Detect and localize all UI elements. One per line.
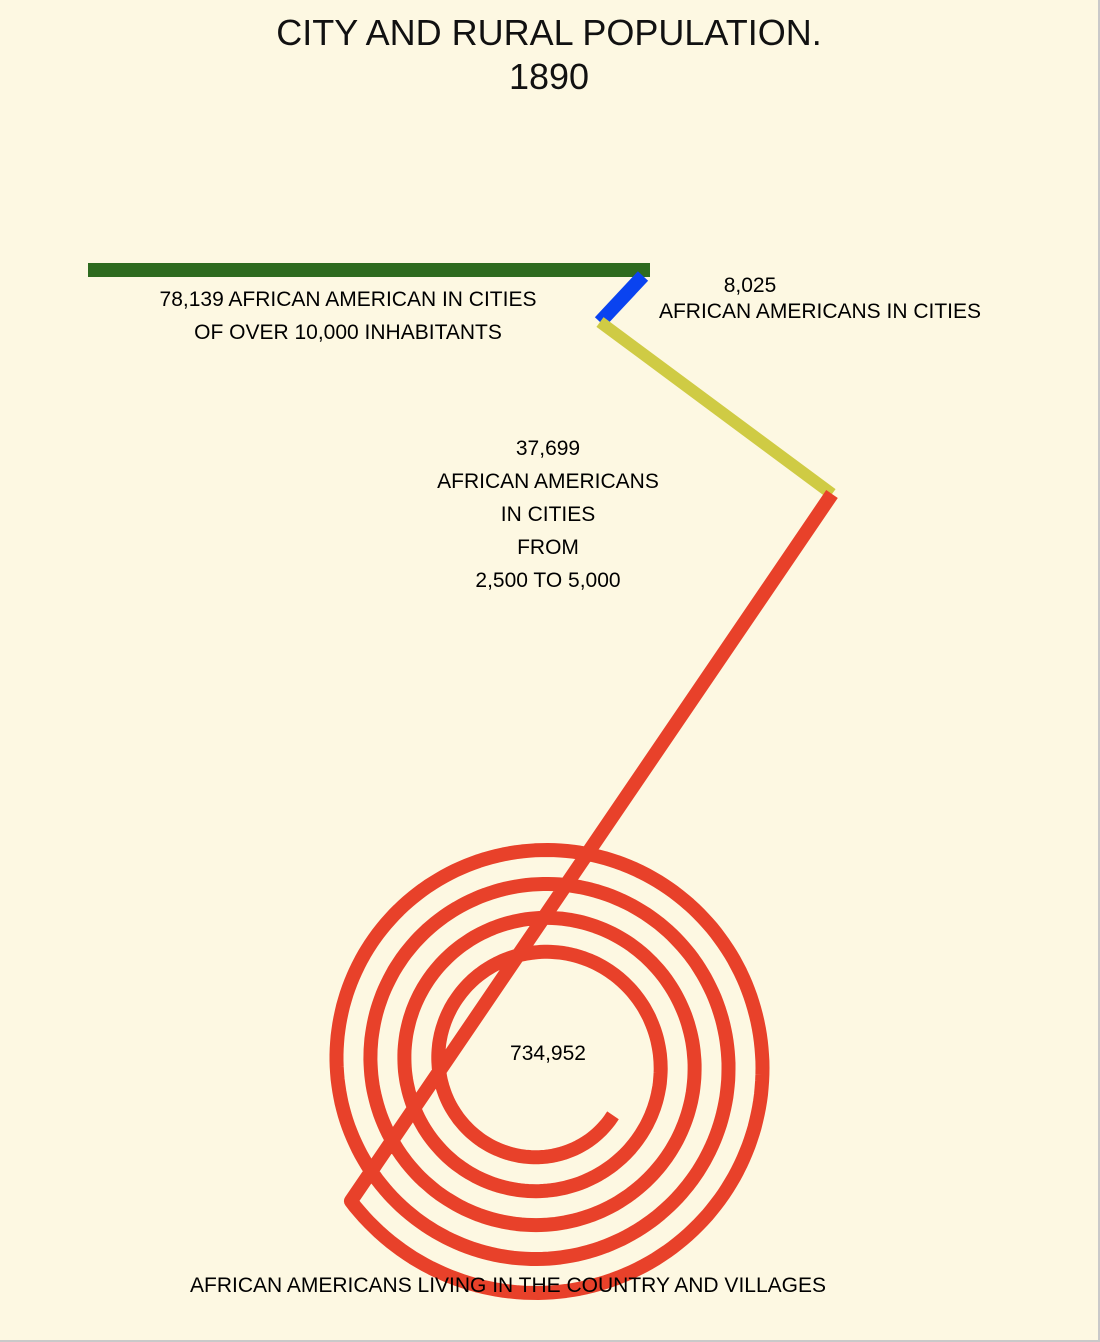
green-label-line-1: 78,139 AFRICAN AMERICAN IN CITIES: [159, 288, 537, 311]
footer-label: AFRICAN AMERICANS LIVING IN THE COUNTRY …: [190, 1274, 826, 1297]
chart-title: CITY AND RURAL POPULATION.: [276, 12, 822, 53]
red-label-value: 734,952: [510, 1042, 586, 1065]
yellow-label-line-5: 2,500 TO 5,000: [475, 569, 621, 592]
green-label-line-2: OF OVER 10,000 INHABITANTS: [194, 321, 502, 344]
blue-label-text: AFRICAN AMERICANS IN CITIES: [658, 300, 982, 323]
red-spiral-segment: [329, 490, 838, 1300]
blue-segment-label: 8,025 AFRICAN AMERICANS IN CITIES: [620, 273, 1020, 325]
chart-subtitle: 1890: [508, 56, 590, 97]
red-spiral-value: 734,952: [448, 1037, 648, 1070]
yellow-label-line-4: FROM: [517, 536, 579, 559]
green-segment-label: 78,139 AFRICAN AMERICAN IN CITIES OF OVE…: [98, 283, 598, 349]
yellow-segment: [596, 317, 836, 499]
blue-segment: [594, 271, 649, 327]
yellow-label-line-1: 37,699: [515, 437, 581, 460]
blue-label-value: 8,025: [723, 274, 777, 297]
yellow-label-line-2: AFRICAN AMERICANS: [437, 470, 659, 493]
yellow-segment-label: 37,699 AFRICAN AMERICANS IN CITIES FROM …: [398, 432, 698, 597]
yellow-label-line-3: IN CITIES: [500, 503, 596, 526]
